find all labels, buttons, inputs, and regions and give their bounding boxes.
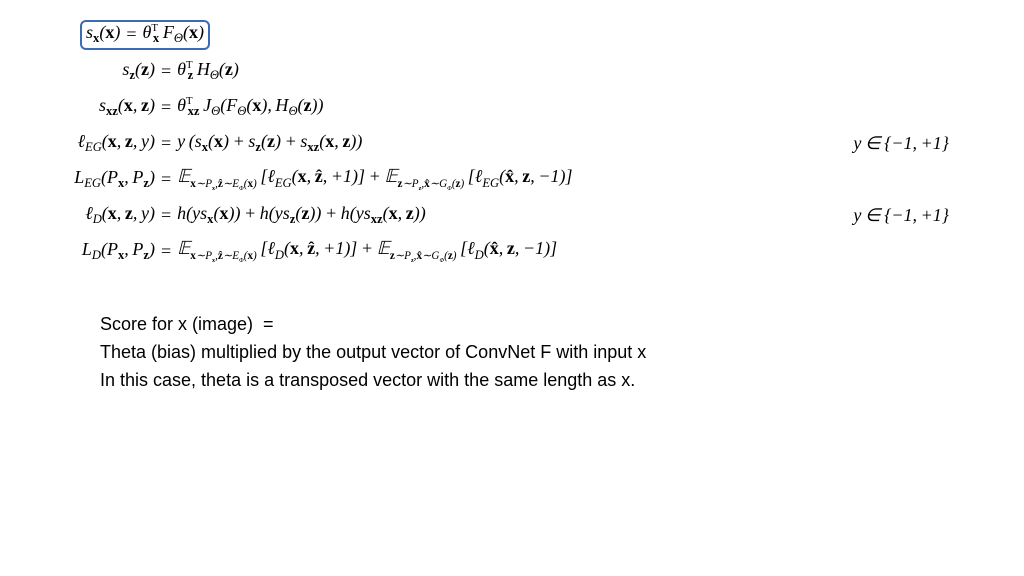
equation-row-sz: sz(z) = θTz HΘ(z) — [20, 56, 949, 86]
eq-rhs: 𝔼x∼Px,ẑ∼EΦ(x) [ℓD(x, ẑ, +1)] + 𝔼z∼Pz,x̂∼… — [177, 238, 949, 264]
equals-sign: = — [155, 241, 177, 262]
eq-rhs: θTx FΘ(x) — [142, 22, 203, 47]
eq-side-condition: y ∈ {−1, +1} — [853, 133, 949, 154]
eq-rhs: 𝔼x∼Px,ẑ∼EΦ(x) [ℓEG(x, ẑ, +1)] + 𝔼z∼Pz,x̂… — [177, 166, 949, 192]
equation-row-LD: LD(Px, Pz) = 𝔼x∼Px,ẑ∼EΦ(x) [ℓD(x, ẑ, +1)… — [20, 236, 949, 266]
eq-rhs: h(ysx(x)) + h(ysz(z)) + h(ysxz(x, z)) — [177, 203, 853, 228]
explanation-line: In this case, theta is a transposed vect… — [100, 367, 949, 395]
eq-rhs: y (sx(x) + sz(z) + sxz(x, z)) — [177, 131, 853, 156]
equals-sign: = — [155, 61, 177, 82]
eq-lhs: sz(z) — [20, 59, 155, 84]
eq-lhs: LD(Px, Pz) — [20, 239, 155, 264]
equation-row-sxz: sxz(x, z) = θTxz JΘ(FΘ(x), HΘ(z)) — [20, 92, 949, 122]
equation-row-sx: sx(x) = θTx FΘ(x) — [20, 20, 949, 50]
explanation-block: Score for x (image) = Theta (bias) multi… — [100, 311, 949, 395]
equation-block: sx(x) = θTx FΘ(x) sz(z) = θTz HΘ(z) sxz(… — [20, 20, 949, 266]
explanation-line: Theta (bias) multiplied by the output ve… — [100, 339, 949, 367]
eq-side-condition: y ∈ {−1, +1} — [853, 205, 949, 226]
equals-sign: = — [155, 97, 177, 118]
eq-rhs: θTz HΘ(z) — [177, 59, 949, 84]
equation-row-Leg: LEG(Px, Pz) = 𝔼x∼Px,ẑ∼EΦ(x) [ℓEG(x, ẑ, +… — [20, 164, 949, 194]
equals-sign: = — [120, 24, 142, 45]
highlighted-equation: sx(x) = θTx FΘ(x) — [80, 20, 210, 51]
equals-sign: = — [155, 205, 177, 226]
equation-row-leg: ℓEG(x, z, y) = y (sx(x) + sz(z) + sxz(x,… — [20, 128, 949, 158]
equals-sign: = — [155, 169, 177, 190]
eq-lhs: sxz(x, z) — [20, 95, 155, 120]
eq-lhs: LEG(Px, Pz) — [20, 167, 155, 192]
explanation-line: Score for x (image) = — [100, 311, 949, 339]
eq-lhs: ℓEG(x, z, y) — [20, 131, 155, 156]
eq-lhs: ℓD(x, z, y) — [20, 203, 155, 228]
equation-row-lD: ℓD(x, z, y) = h(ysx(x)) + h(ysz(z)) + h(… — [20, 200, 949, 230]
eq-lhs: sx(x) — [86, 22, 120, 47]
equals-sign: = — [155, 133, 177, 154]
eq-rhs: θTxz JΘ(FΘ(x), HΘ(z)) — [177, 95, 949, 120]
